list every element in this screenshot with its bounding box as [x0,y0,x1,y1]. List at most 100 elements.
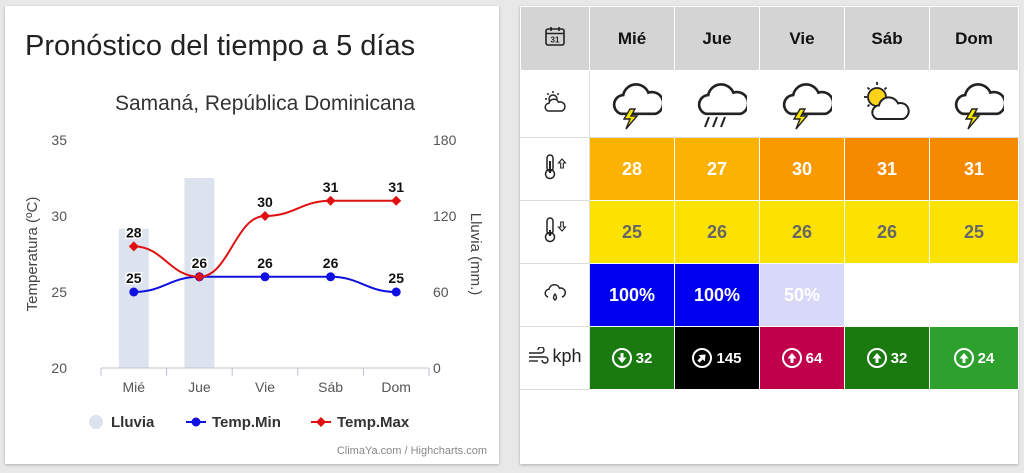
calendar-icon: 31 [545,27,565,46]
legend-tempmin-marker [191,417,201,427]
legend-tempmin-label[interactable]: Temp.Min [212,414,281,431]
wind-direction-icon [611,348,632,368]
day-header: Mié [589,6,675,71]
wind-speed: 145 [716,349,742,367]
wind-row-head: kph [520,326,590,390]
rain-probability-cell: 100% [589,263,675,327]
temp-max-point [391,195,402,206]
temp-min-point [260,272,270,282]
y2-tick-label: 0 [433,360,441,376]
chart-title: Samaná, República Dominicana [115,92,415,115]
temp-min-point [391,287,401,297]
calendar-cell: 31 [520,6,590,71]
tmax-cell: 31 [844,137,930,201]
y-tick-label: 25 [51,284,67,300]
wind-speed: 32 [890,349,908,367]
temp-min-label: 26 [192,255,208,271]
wind-cell: 24 [929,326,1019,390]
tmax-cell: 28 [589,137,675,201]
day-header: Dom [929,6,1019,71]
temp-min-label: 25 [388,270,404,286]
day-header: Vie [759,6,845,71]
x-tick-label: Vie [255,379,275,395]
wind-direction-icon [953,348,974,368]
partly-cloudy-icon [864,81,910,120]
weather-cell [759,70,845,138]
thunderstorm-icon [612,82,662,129]
y-tick-label: 20 [51,360,67,376]
legend-tempmax-label[interactable]: Temp.Max [337,414,410,431]
rain-cloud-icon [544,283,567,301]
temp-min-label: 26 [257,255,273,271]
chart-card: Pronóstico del tiempo a 5 días Samaná, R… [5,6,499,464]
chart-credits[interactable]: ClimaYa.com / Highcharts.com [337,445,487,457]
weather-cell [929,70,1019,138]
thunderstorm-icon [782,82,832,129]
weather-cell [674,70,760,138]
x-tick-label: Jue [188,379,211,395]
y2-tick-label: 60 [433,284,449,300]
wind-speed: 64 [805,349,823,367]
temp-min-point [326,272,336,282]
temp-max-label: 31 [323,179,339,195]
thermometer-down-icon [544,216,567,242]
tmax-cell: 30 [759,137,845,201]
rain-row-head [520,263,590,327]
day-header: Sáb [844,6,930,71]
tmin-cell: 26 [759,200,845,264]
legend-lluvia-label[interactable]: Lluvia [111,414,155,431]
wind-icon [529,347,550,364]
thermometer-up-icon [544,153,567,179]
tmin-cell: 25 [589,200,675,264]
page-title: Pronóstico del tiempo a 5 días [25,30,416,62]
tmin-row: 25 26 26 26 25 [520,200,1019,264]
wind-direction-icon [692,348,713,368]
wind-unit-label: kph [552,345,582,366]
temp-max-label: 31 [388,179,404,195]
calendar-number: 31 [551,36,560,45]
y2-axis-label: Lluvia (mm.) [467,213,484,296]
x-tick-label: Sáb [318,379,343,395]
legend-tempmax-marker [316,417,326,427]
rain-probability-cell: 100% [674,263,760,327]
sun-cloud-icon [544,90,566,112]
rain-probability-cell: 50% [759,263,845,327]
temperature-chart: Samaná, República Dominicana 35 30 25 20 180 1… [24,92,487,457]
tmax-cell: 27 [674,137,760,201]
wind-cell: 145 [674,326,760,390]
rain-icon [697,82,747,127]
temp-max-label: 30 [257,194,273,210]
wind-cell: 64 [759,326,845,390]
temp-min-label: 26 [323,255,339,271]
rain-row: 100% 100% 50% [520,263,1019,327]
weather-cell [844,70,930,138]
temp-max-point [260,211,270,221]
tmin-cell: 25 [929,200,1019,264]
temp-min-label: 25 [126,270,142,286]
wind-cell: 32 [589,326,675,390]
wind-direction-icon [781,348,802,368]
rain-bar [118,228,149,368]
forecast-card: 31 Mié Jue Vie Sáb Dom [520,6,1019,464]
temp-max-point [194,271,205,282]
thunderstorm-icon [954,82,1004,129]
rain-probability-cell [844,263,930,327]
legend-lluvia-marker [89,415,103,429]
tmin-row-head [520,200,590,264]
temp-max-label: 26 [192,255,208,271]
tmax-cell: 31 [929,137,1019,201]
wind-speed: 24 [977,349,995,367]
temp-max-label: 28 [126,224,142,240]
forecast-table: 31 Mié Jue Vie Sáb Dom [520,6,1019,390]
weather-row-head [520,70,590,138]
temp-max-point [325,195,336,206]
x-tick-label: Mié [123,379,146,395]
wind-speed: 32 [635,349,653,367]
day-header: Jue [674,6,760,71]
x-tick-label: Dom [381,379,411,395]
weather-cell [589,70,675,138]
tmin-cell: 26 [844,200,930,264]
y-tick-label: 35 [51,132,67,148]
weather-row [520,70,1019,138]
y2-tick-label: 120 [433,208,457,224]
